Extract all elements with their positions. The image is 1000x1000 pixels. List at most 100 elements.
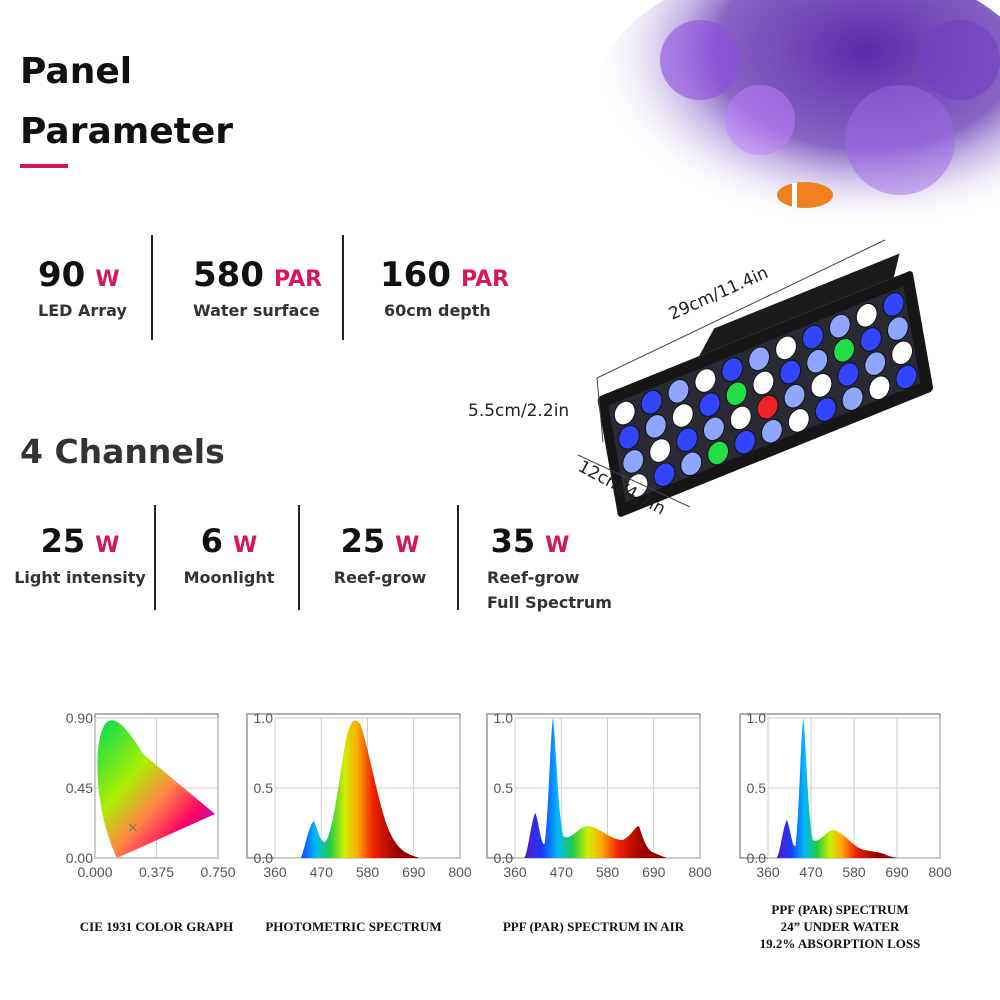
x-tick-label: 690 <box>642 864 666 880</box>
x-tick-label: 0.750 <box>200 864 235 880</box>
led <box>802 324 824 350</box>
led <box>841 386 864 412</box>
y-tick-label: 0.5 <box>254 780 274 796</box>
graph-caption: 24” UNDER WATER <box>781 919 900 934</box>
led <box>725 381 748 407</box>
x-tick-label: 360 <box>756 864 780 880</box>
led <box>806 348 829 374</box>
spec-number: 160 <box>380 255 451 295</box>
led <box>734 429 756 455</box>
par-air-graph <box>515 718 667 858</box>
led <box>698 392 721 418</box>
led <box>828 313 851 339</box>
y-tick-label: 0.90 <box>66 710 93 726</box>
x-tick-label: 800 <box>928 864 952 880</box>
spec-value: 90 W <box>38 255 120 295</box>
led <box>783 383 806 409</box>
x-tick-label: 470 <box>550 864 574 880</box>
led <box>756 394 779 420</box>
dimension-label: 5.5cm/2.2in <box>468 401 569 421</box>
x-tick-label: 580 <box>842 864 866 880</box>
lamp-image: 29cm/11.4in 5.5cm/2.2in 12cm/4.7in <box>468 239 933 519</box>
led <box>761 418 783 444</box>
y-tick-label: 1.0 <box>254 710 274 726</box>
led <box>837 362 860 387</box>
led <box>618 424 640 450</box>
x-tick-label: 470 <box>799 864 823 880</box>
led <box>613 400 636 426</box>
x-tick-label: 800 <box>688 864 712 880</box>
led <box>864 351 887 377</box>
channels-title: 4 Channels <box>20 432 225 471</box>
spec-label: 60cm depth <box>384 301 491 320</box>
led <box>667 379 690 404</box>
led <box>775 335 797 361</box>
x-tick-label: 0.375 <box>139 864 174 880</box>
led <box>649 438 671 463</box>
title: Panel <box>20 51 132 92</box>
x-tick-label: 580 <box>356 864 380 880</box>
y-tick-label: 0.0 <box>254 850 274 866</box>
y-tick-label: 1.0 <box>747 710 767 726</box>
x-tick-label: 690 <box>402 864 426 880</box>
channel-unit: W <box>95 533 119 558</box>
led <box>868 375 891 401</box>
led <box>703 416 725 442</box>
spec-label: LED Array <box>38 301 127 320</box>
title: Parameter <box>20 111 233 152</box>
spec-label: Water surface <box>193 301 320 320</box>
svg-text:×: × <box>127 820 139 836</box>
channel-label: Reef-grow <box>334 568 427 587</box>
specs: 90 W LED Array 580 PAR Water surface 160 PA… <box>38 235 509 340</box>
graph-caption: CIE 1931 COLOR GRAPH <box>80 919 233 934</box>
y-tick-label: 0.45 <box>66 780 93 796</box>
channel-number: 6 <box>201 522 223 560</box>
y-tick-label: 0.00 <box>66 850 93 866</box>
spec-unit: PAR <box>274 267 322 292</box>
y-tick-label: 0.5 <box>494 780 514 796</box>
led <box>810 373 833 398</box>
spec-unit: PAR <box>461 267 509 292</box>
graph-caption: PPF (PAR) SPECTRUM IN AIR <box>503 919 685 934</box>
led <box>752 370 775 396</box>
led <box>814 397 837 422</box>
x-tick-label: 0.000 <box>77 864 112 880</box>
channel-number: 35 <box>491 522 536 560</box>
x-tick-label: 360 <box>503 864 527 880</box>
spec-number: 90 <box>38 255 85 295</box>
channel-number: 25 <box>41 522 86 560</box>
graph-caption: PPF (PAR) SPECTRUM <box>771 902 908 917</box>
channel-value: 35 W <box>491 522 570 560</box>
y-tick-label: 1.0 <box>494 710 514 726</box>
y-tick-label: 0.0 <box>747 850 767 866</box>
spec-unit: W <box>95 267 119 292</box>
spec-value: 580 PAR <box>193 255 322 295</box>
x-tick-label: 360 <box>263 864 287 880</box>
channel-value: 25 W <box>41 522 120 560</box>
channel-value: 25 W <box>341 522 420 560</box>
x-tick-label: 470 <box>310 864 334 880</box>
led <box>886 316 909 341</box>
spec-number: 580 <box>193 255 264 295</box>
channel-label: Reef-grow <box>487 568 580 587</box>
x-tick-label: 690 <box>885 864 909 880</box>
led <box>860 327 882 352</box>
channel-unit: W <box>233 533 257 558</box>
led <box>721 357 744 382</box>
graph-caption: PHOTOMETRIC SPECTRUM <box>265 919 441 934</box>
coral-image <box>590 0 1000 260</box>
led <box>640 389 663 415</box>
led <box>891 340 913 366</box>
photometric-graph <box>275 720 420 858</box>
y-tick-label: 0.5 <box>747 780 767 796</box>
led <box>855 302 878 328</box>
led <box>694 368 717 393</box>
led <box>895 364 918 390</box>
cie-graph: × <box>97 720 215 858</box>
led <box>680 451 703 477</box>
x-tick-label: 800 <box>448 864 472 880</box>
led <box>644 414 667 439</box>
